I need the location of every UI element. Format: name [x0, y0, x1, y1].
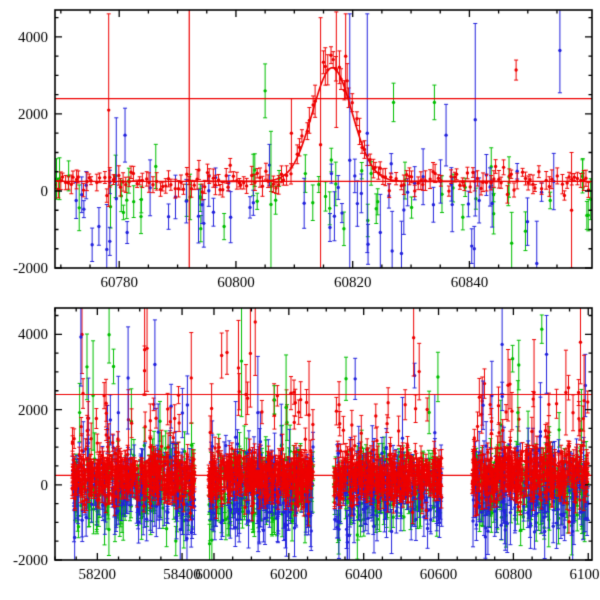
light-curve-canvas	[0, 0, 600, 600]
light-curves-figure	[0, 0, 600, 600]
